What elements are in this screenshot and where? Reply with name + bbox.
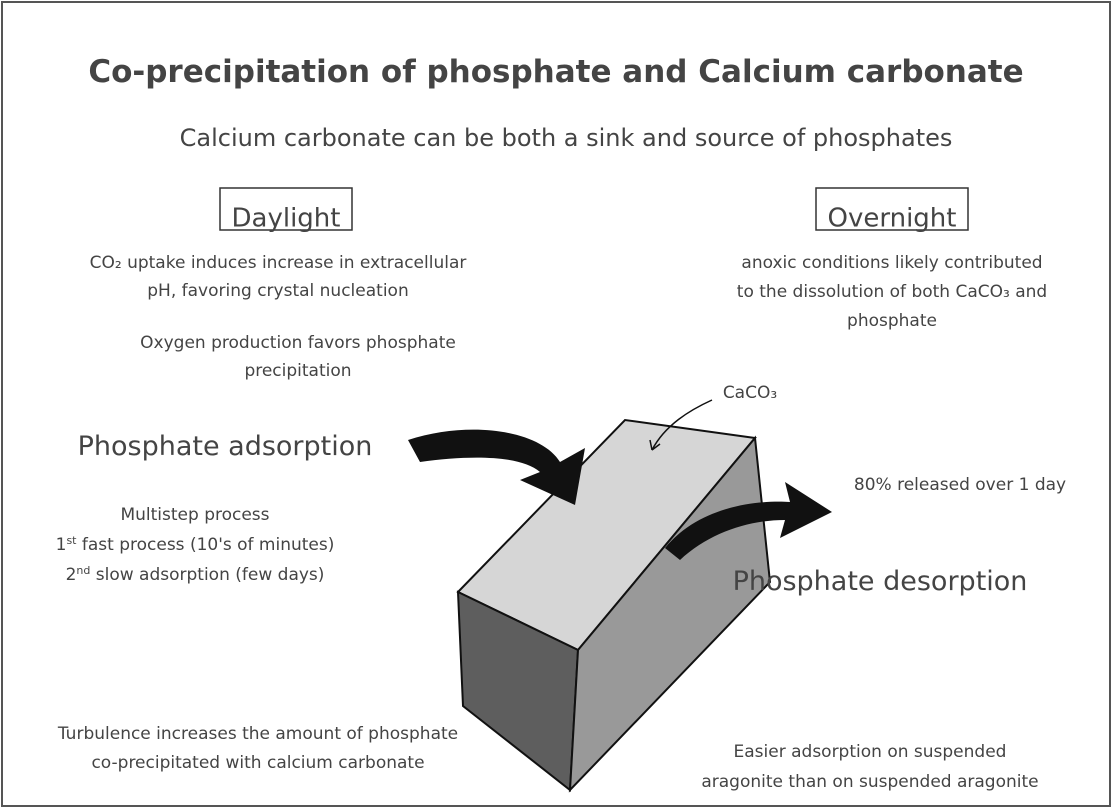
daylight-box	[219, 187, 353, 231]
daylight-note: pH, favoring crystal nucleation	[147, 281, 408, 301]
overnight-note: phosphate	[847, 311, 937, 331]
arrow-desorption	[665, 482, 832, 560]
desorption-heading: Phosphate desorption	[733, 566, 1028, 597]
overnight-note: anoxic conditions likely contributed	[741, 253, 1042, 273]
footer-note: aragonite than on suspended aragonite	[701, 772, 1038, 792]
ordinal-number: 2	[66, 565, 77, 585]
adsorption-line: 2nd slow adsorption (few days)	[66, 564, 325, 586]
line-text: fast process (10's of minutes)	[76, 535, 334, 555]
material-label: CaCO₃	[723, 383, 777, 403]
daylight-note: CO₂ uptake induces increase in extracell…	[90, 253, 467, 273]
title: Co-precipitation of phosphate and Calciu…	[88, 54, 1023, 90]
ordinal-suffix: st	[66, 534, 77, 547]
adsorption-heading: Phosphate adsorption	[78, 431, 373, 462]
daylight-note: Oxygen production favors phosphate	[140, 333, 456, 353]
daylight-note: precipitation	[244, 361, 351, 381]
ordinal-number: 1	[56, 535, 67, 555]
pointer-head	[649, 439, 661, 451]
daylight-label: Daylight	[232, 204, 341, 234]
line-text: Multistep process	[120, 505, 269, 525]
adsorption-line: 1st fast process (10's of minutes)	[56, 534, 335, 556]
ordinal-suffix: nd	[76, 564, 90, 577]
footer-note: Easier adsorption on suspended	[734, 742, 1007, 762]
overnight-box	[815, 187, 969, 231]
overnight-note: to the dissolution of both CaCO₃ and	[737, 282, 1047, 302]
arrow-adsorption	[408, 429, 585, 505]
release-note: 80% released over 1 day	[854, 475, 1066, 495]
adsorption-line: Multistep process	[120, 505, 269, 525]
subtitle: Calcium carbonate can be both a sink and…	[180, 124, 953, 152]
line-text: slow adsorption (few days)	[90, 565, 324, 585]
pointer-line	[651, 399, 713, 451]
footer-note: Turbulence increases the amount of phosp…	[57, 724, 458, 744]
overnight-label: Overnight	[828, 204, 957, 234]
footer-note: co-precipitated with calcium carbonate	[91, 753, 424, 773]
